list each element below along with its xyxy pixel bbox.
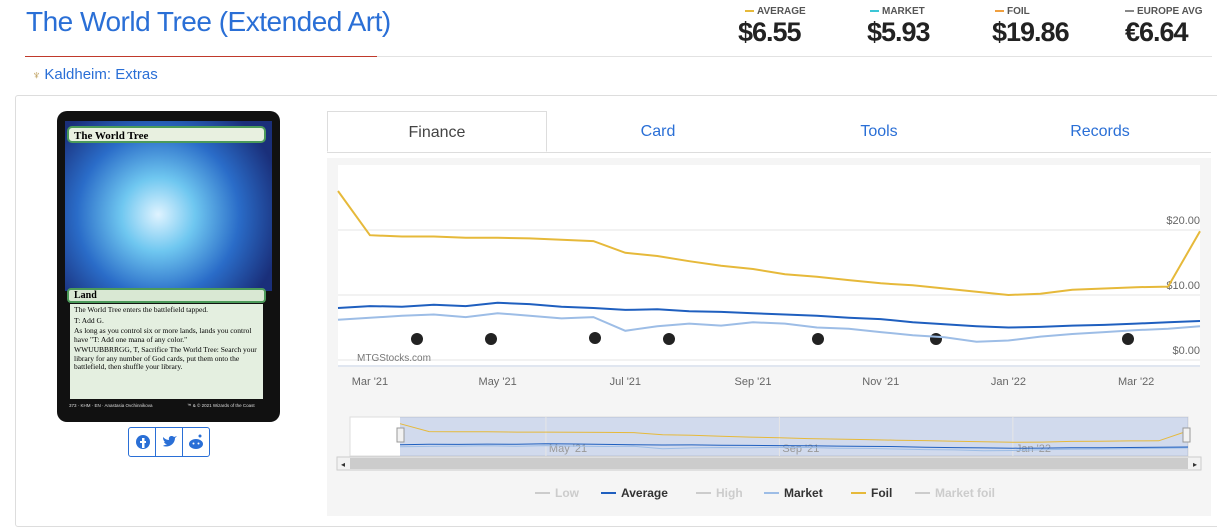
- navigator-label: May '21: [549, 443, 587, 455]
- legend-label: Average: [621, 486, 668, 500]
- set-symbol: [930, 333, 942, 345]
- tab[interactable]: Records: [1070, 123, 1130, 140]
- price-value: €6.64: [1125, 17, 1189, 47]
- legend-label: Market foil: [935, 486, 995, 500]
- reddit-button[interactable]: [183, 428, 209, 456]
- legend-label: Market: [784, 486, 823, 500]
- y-tick-label: $20.00: [1166, 215, 1200, 227]
- navigator-label: Sep '21: [782, 443, 819, 455]
- x-tick-label: Jan '22: [991, 376, 1026, 388]
- title-underline: [25, 56, 377, 57]
- navigator-handle: [1182, 427, 1191, 443]
- x-tick-label: Jul '21: [610, 376, 641, 388]
- y-tick-label: $10.00: [1166, 280, 1200, 292]
- chart: $0.00 $10.00 $20.00 Mar '21 May '21 Jul '21 Se…: [336, 165, 1202, 500]
- price-label-text: AVERAGE: [757, 6, 806, 17]
- card-copyright: ™ & © 2021 Wizards of the Coast: [187, 403, 255, 408]
- price-value: $19.86: [992, 17, 1070, 47]
- x-tick-label: Nov '21: [862, 376, 899, 388]
- set-symbol: [663, 333, 675, 345]
- price-label-text: FOIL: [1007, 6, 1030, 17]
- tab[interactable]: Finance: [327, 111, 547, 152]
- card-name: The World Tree: [67, 126, 266, 143]
- tab-rule: [327, 152, 1211, 153]
- navigator-handle: [396, 427, 405, 443]
- price-swatch: [745, 10, 754, 13]
- x-tick-label: Sep '21: [735, 376, 772, 388]
- price-value: $6.55: [738, 17, 802, 47]
- scrollbar-thumb: [350, 458, 1188, 469]
- legend-label: Low: [555, 486, 580, 500]
- y-tick-label: $0.00: [1172, 345, 1200, 357]
- set-symbol: [589, 332, 601, 344]
- series-line: [337, 190, 1201, 297]
- set-symbol: [485, 333, 497, 345]
- navigator-line: [399, 445, 1189, 452]
- card-image: The World Tree Land The World Tree enter…: [57, 111, 280, 422]
- series-line: [337, 312, 1201, 343]
- watermark: MTGStocks.com: [357, 353, 431, 364]
- price-label: FOIL: [995, 6, 1030, 17]
- card-art: [65, 121, 272, 291]
- price-label-text: MARKET: [882, 6, 925, 17]
- scroll-right: ▸: [1193, 460, 1197, 469]
- card-title: The World Tree (Extended Art): [26, 6, 391, 37]
- set-link[interactable]: ♆ Kaldheim: Extras: [32, 66, 158, 83]
- price-swatch: [995, 10, 1004, 13]
- page: The World Tree (Extended Art) AVERAGE $6.…: [15, 6, 1217, 527]
- rules-line: The World Tree enters the battlefield ta…: [74, 305, 209, 314]
- card-type: Land: [67, 288, 266, 303]
- x-tick-label: Mar '22: [1118, 376, 1154, 388]
- x-tick-label: Mar '21: [352, 376, 388, 388]
- header-rule: [377, 56, 1212, 57]
- price-label: EUROPE AVG: [1125, 6, 1203, 17]
- plot-area: [338, 165, 1200, 365]
- rules-line: As long as you control six or more lands…: [74, 326, 252, 344]
- tab[interactable]: Tools: [860, 123, 898, 140]
- set-symbol: [411, 333, 423, 345]
- rules-line: WWUUBBRRGG, T, Sacrifice The World Tree:…: [74, 345, 257, 371]
- navigator-line: [399, 423, 1189, 443]
- rules-line: T: Add G.: [74, 315, 104, 325]
- facebook-button[interactable]: [129, 428, 155, 456]
- navigator-line: [399, 443, 1189, 449]
- set-symbol: [812, 333, 824, 345]
- price-value: $5.93: [867, 17, 931, 47]
- price-label: MARKET: [870, 6, 925, 17]
- legend-label: High: [716, 486, 743, 500]
- price-label-text: EUROPE AVG: [1137, 6, 1203, 17]
- scroll-left: ◂: [341, 460, 345, 469]
- set-name[interactable]: Kaldheim: Extras: [44, 66, 158, 83]
- legend-label: Foil: [871, 486, 892, 500]
- set-symbol: [1122, 333, 1134, 345]
- card-rules: The World Tree enters the battlefield ta…: [70, 304, 263, 399]
- series-line: [337, 301, 1201, 329]
- navigator-label: Jan '22: [1016, 443, 1051, 455]
- price-label: AVERAGE: [745, 6, 806, 17]
- twitter-button[interactable]: [154, 428, 184, 456]
- price-swatch: [870, 10, 879, 13]
- price-swatch: [1125, 10, 1134, 13]
- card-footer: 373 · KHM · EN · Anastasia Ovchinnikova: [69, 403, 153, 408]
- x-tick-label: May '21: [479, 376, 517, 388]
- share-buttons: [128, 427, 210, 457]
- tab[interactable]: Card: [640, 123, 676, 140]
